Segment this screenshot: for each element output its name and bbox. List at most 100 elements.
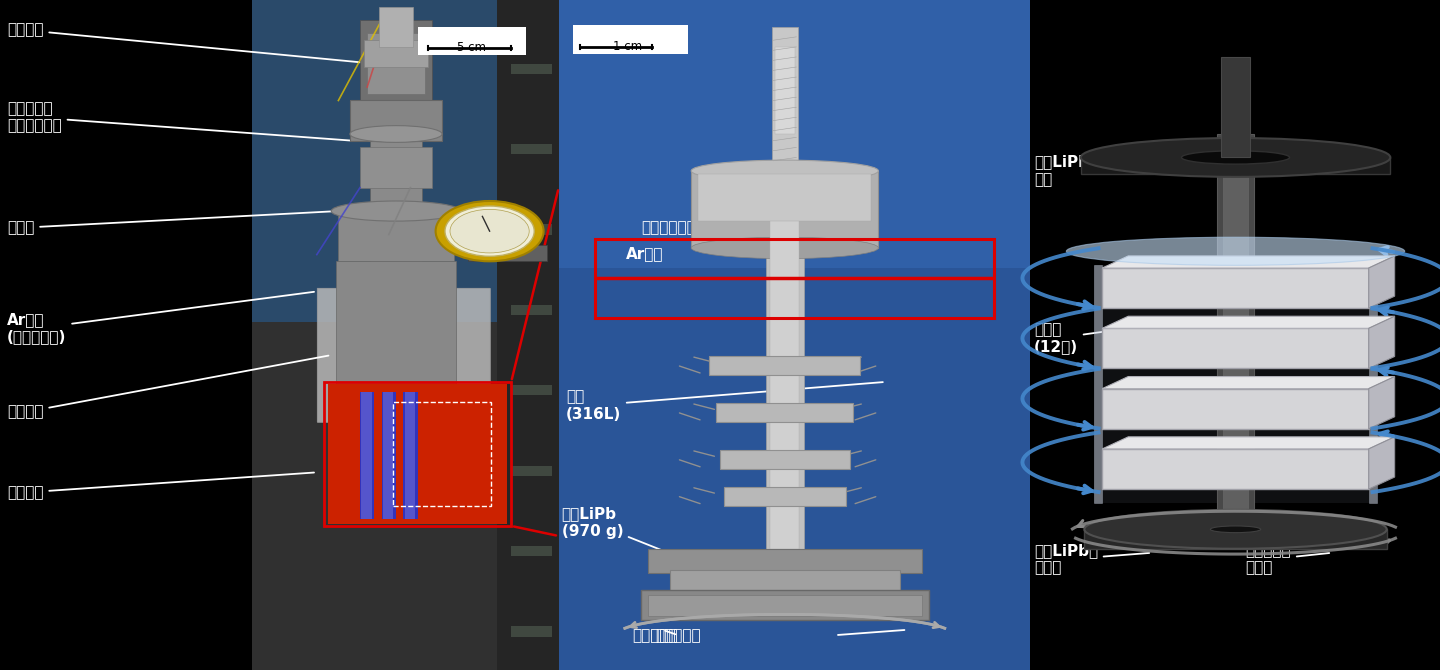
Bar <box>360 392 374 519</box>
Ellipse shape <box>1210 526 1261 533</box>
Ellipse shape <box>350 126 442 143</box>
Bar <box>328 384 507 524</box>
Bar <box>595 239 994 318</box>
Text: 液体LiPbの
旋回流: 液体LiPbの 旋回流 <box>1034 543 1149 576</box>
Bar <box>361 392 372 519</box>
Text: インペラー
の回転: インペラー の回転 <box>1246 543 1329 576</box>
Bar <box>497 0 562 670</box>
Bar <box>1223 134 1248 533</box>
Bar <box>336 261 456 389</box>
Bar <box>559 0 1030 670</box>
Bar <box>691 171 878 248</box>
Bar <box>338 211 454 261</box>
Ellipse shape <box>691 237 878 259</box>
Text: 熱電対: 熱電対 <box>7 211 336 235</box>
Polygon shape <box>1368 256 1395 308</box>
Bar <box>1368 265 1378 502</box>
Bar <box>418 27 526 55</box>
Ellipse shape <box>1181 151 1290 164</box>
Bar <box>1080 157 1391 174</box>
Bar <box>393 402 491 506</box>
Bar <box>775 47 795 134</box>
Bar <box>511 546 552 556</box>
Text: 液体LiPbの
液面: 液体LiPbの 液面 <box>1034 151 1214 187</box>
Ellipse shape <box>691 160 878 182</box>
Bar <box>717 403 852 422</box>
Bar <box>360 20 432 107</box>
Ellipse shape <box>331 201 461 221</box>
Bar <box>360 147 432 188</box>
Text: 試験片
(12枚): 試験片 (12枚) <box>1034 322 1149 354</box>
Bar <box>1103 328 1368 369</box>
Bar <box>1103 268 1368 308</box>
Bar <box>1094 265 1103 502</box>
Bar <box>511 626 552 636</box>
Polygon shape <box>1103 437 1395 449</box>
Polygon shape <box>1103 316 1395 328</box>
Bar <box>1103 449 1368 489</box>
Bar <box>0 0 252 670</box>
Bar <box>648 549 922 573</box>
Bar <box>710 356 861 375</box>
Bar <box>511 64 552 74</box>
Polygon shape <box>1103 256 1395 268</box>
Text: Arガス
(カバーガス): Arガス (カバーガス) <box>7 292 314 344</box>
Bar <box>670 570 900 593</box>
Bar <box>1084 529 1387 549</box>
Ellipse shape <box>445 206 534 256</box>
Bar <box>350 100 442 141</box>
Bar <box>317 288 490 422</box>
Text: ベッセル: ベッセル <box>7 356 328 419</box>
Bar <box>367 34 425 94</box>
Text: 液体LiPb
(970 g): 液体LiPb (970 g) <box>562 507 775 595</box>
Text: Arガス: Arガス <box>626 247 664 261</box>
Bar <box>1094 265 1377 502</box>
Ellipse shape <box>1084 510 1387 549</box>
Bar <box>370 34 422 436</box>
Text: マグネット
カップリング: マグネット カップリング <box>7 101 350 141</box>
Bar <box>511 0 554 670</box>
Bar <box>766 191 804 549</box>
Ellipse shape <box>1066 237 1405 265</box>
Bar <box>511 305 552 315</box>
Bar <box>252 0 598 670</box>
Bar <box>382 392 396 519</box>
Ellipse shape <box>449 209 530 253</box>
Bar <box>468 245 547 261</box>
Bar <box>724 487 847 506</box>
Bar <box>324 382 511 526</box>
Bar <box>511 144 552 154</box>
Bar <box>383 392 393 519</box>
Bar <box>770 191 799 549</box>
Bar <box>1221 57 1250 157</box>
Bar <box>511 466 552 476</box>
Ellipse shape <box>1080 138 1391 177</box>
Text: 容器
(316L): 容器 (316L) <box>566 382 883 421</box>
Polygon shape <box>1368 437 1395 489</box>
Text: ヒーター: ヒーター <box>7 472 314 500</box>
Bar <box>648 595 922 616</box>
Bar <box>336 382 456 469</box>
Polygon shape <box>1368 377 1395 429</box>
Bar <box>511 224 552 234</box>
Bar <box>1217 134 1254 533</box>
Bar <box>405 392 415 519</box>
Bar <box>641 590 929 620</box>
Bar <box>317 288 490 422</box>
Ellipse shape <box>436 201 544 261</box>
Bar <box>364 40 428 67</box>
Bar <box>1008 0 1440 670</box>
Bar <box>559 0 1030 268</box>
Bar <box>720 450 850 469</box>
Bar <box>772 27 798 174</box>
Bar <box>698 174 871 221</box>
Text: インペラー: インペラー <box>632 628 678 643</box>
Text: インペラー: インペラー <box>655 628 701 643</box>
Polygon shape <box>1103 377 1395 389</box>
Text: 5 cm: 5 cm <box>456 41 487 54</box>
Polygon shape <box>1368 316 1395 369</box>
Bar <box>573 25 688 54</box>
Text: 試験片ホルダー: 試験片ホルダー <box>641 212 796 235</box>
Bar <box>379 7 413 47</box>
Bar <box>252 0 598 322</box>
